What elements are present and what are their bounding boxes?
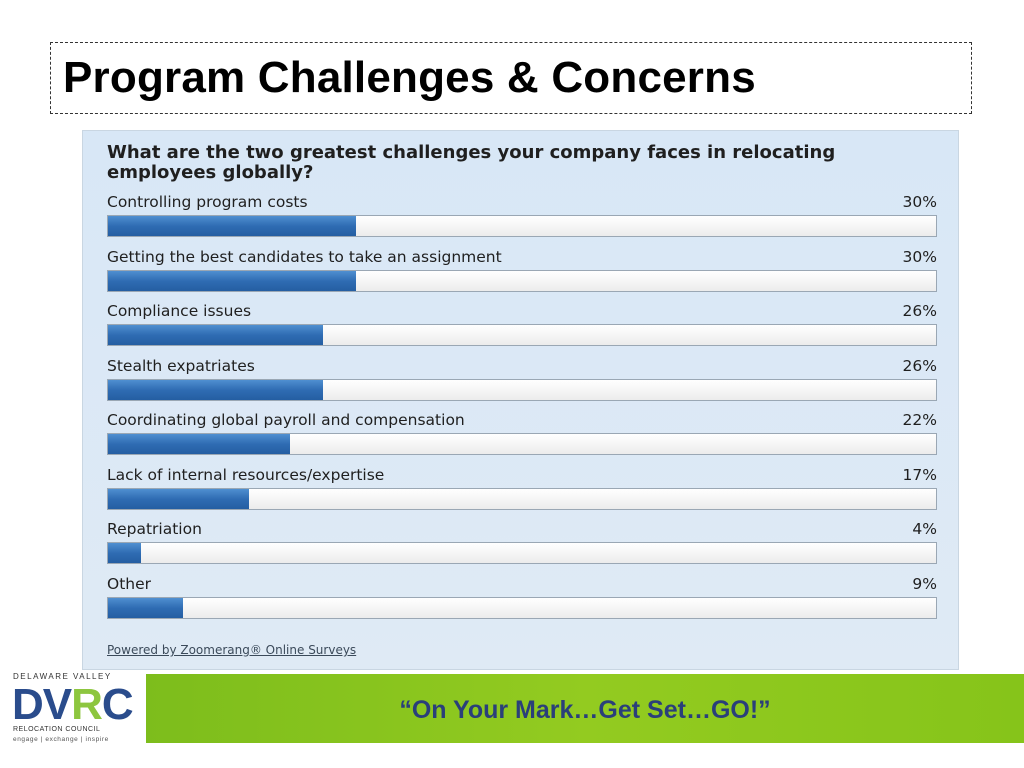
survey-question: What are the two greatest challenges you… xyxy=(107,142,836,183)
bar-value-label: 30% xyxy=(902,193,937,211)
logo-subtitle: RELOCATION COUNCIL xyxy=(13,726,101,733)
bar-label: Repatriation xyxy=(107,520,202,538)
bar-track xyxy=(107,215,937,237)
bar-track xyxy=(107,269,937,292)
bar-track xyxy=(107,378,937,401)
bar-label: Compliance issues xyxy=(107,302,252,320)
bar-track xyxy=(107,324,937,346)
bar-track xyxy=(107,596,937,619)
bar xyxy=(108,543,142,563)
bar-value-label: 22% xyxy=(902,411,937,429)
bar xyxy=(108,488,249,509)
bar-row: Coordinating global payroll and compensa… xyxy=(107,411,937,463)
bar-row: Lack of internal resources/expertise 17% xyxy=(107,466,937,518)
logo-top-text: DELAWARE VALLEY xyxy=(13,672,112,681)
logo-c: C xyxy=(101,680,134,729)
title-box: Program Challenges & Concerns xyxy=(50,42,972,114)
bar-row: Getting the best candidates to take an a… xyxy=(107,248,937,300)
bar-label: Coordinating global payroll and compensa… xyxy=(107,411,465,429)
logo-dv: DV xyxy=(12,680,72,729)
bar-row: Repatriation 4% xyxy=(107,520,937,572)
bar xyxy=(108,270,357,291)
survey-chart-panel: What are the two greatest challenges you… xyxy=(82,130,959,670)
bar xyxy=(108,325,324,345)
bar-row: Stealth expatriates 26% xyxy=(107,357,937,409)
bar xyxy=(108,216,357,236)
bar-track xyxy=(107,487,937,510)
powered-by-link[interactable]: Powered by Zoomerang® Online Surveys xyxy=(107,643,357,657)
page-title: Program Challenges & Concerns xyxy=(63,53,756,102)
bar-row: Other 9% xyxy=(107,575,937,627)
bar-label: Other xyxy=(107,574,152,593)
logo-mark: DVRC xyxy=(12,680,134,730)
bar-row: Controlling program costs 30% xyxy=(107,193,937,245)
logo-tagline: engage | exchange | inspire xyxy=(13,736,109,743)
bar-value-label: 26% xyxy=(902,302,937,320)
bar-value-label: 26% xyxy=(902,356,937,375)
bar-label: Lack of internal resources/expertise xyxy=(107,465,385,484)
bar-label: Stealth expatriates xyxy=(107,356,255,375)
bar-value-label: 4% xyxy=(912,520,937,538)
bar xyxy=(108,434,291,454)
logo-r: R xyxy=(71,680,103,729)
bar-track xyxy=(107,433,937,455)
dvrc-logo: DELAWARE VALLEY DVRC RELOCATION COUNCIL … xyxy=(8,670,144,746)
bar xyxy=(108,597,183,618)
bar-track xyxy=(107,542,937,564)
bar-value-label: 17% xyxy=(902,465,937,484)
footer-slogan: “On Your Mark…Get Set…GO!” xyxy=(399,696,771,724)
bar-label: Getting the best candidates to take an a… xyxy=(107,247,502,266)
bar-label: Controlling program costs xyxy=(107,193,308,211)
bar-value-label: 9% xyxy=(912,574,937,593)
bar-row: Compliance issues 26% xyxy=(107,302,937,354)
bar xyxy=(108,379,324,400)
bar-value-label: 30% xyxy=(902,247,937,266)
footer-banner: “On Your Mark…Get Set…GO!” xyxy=(146,674,1024,743)
